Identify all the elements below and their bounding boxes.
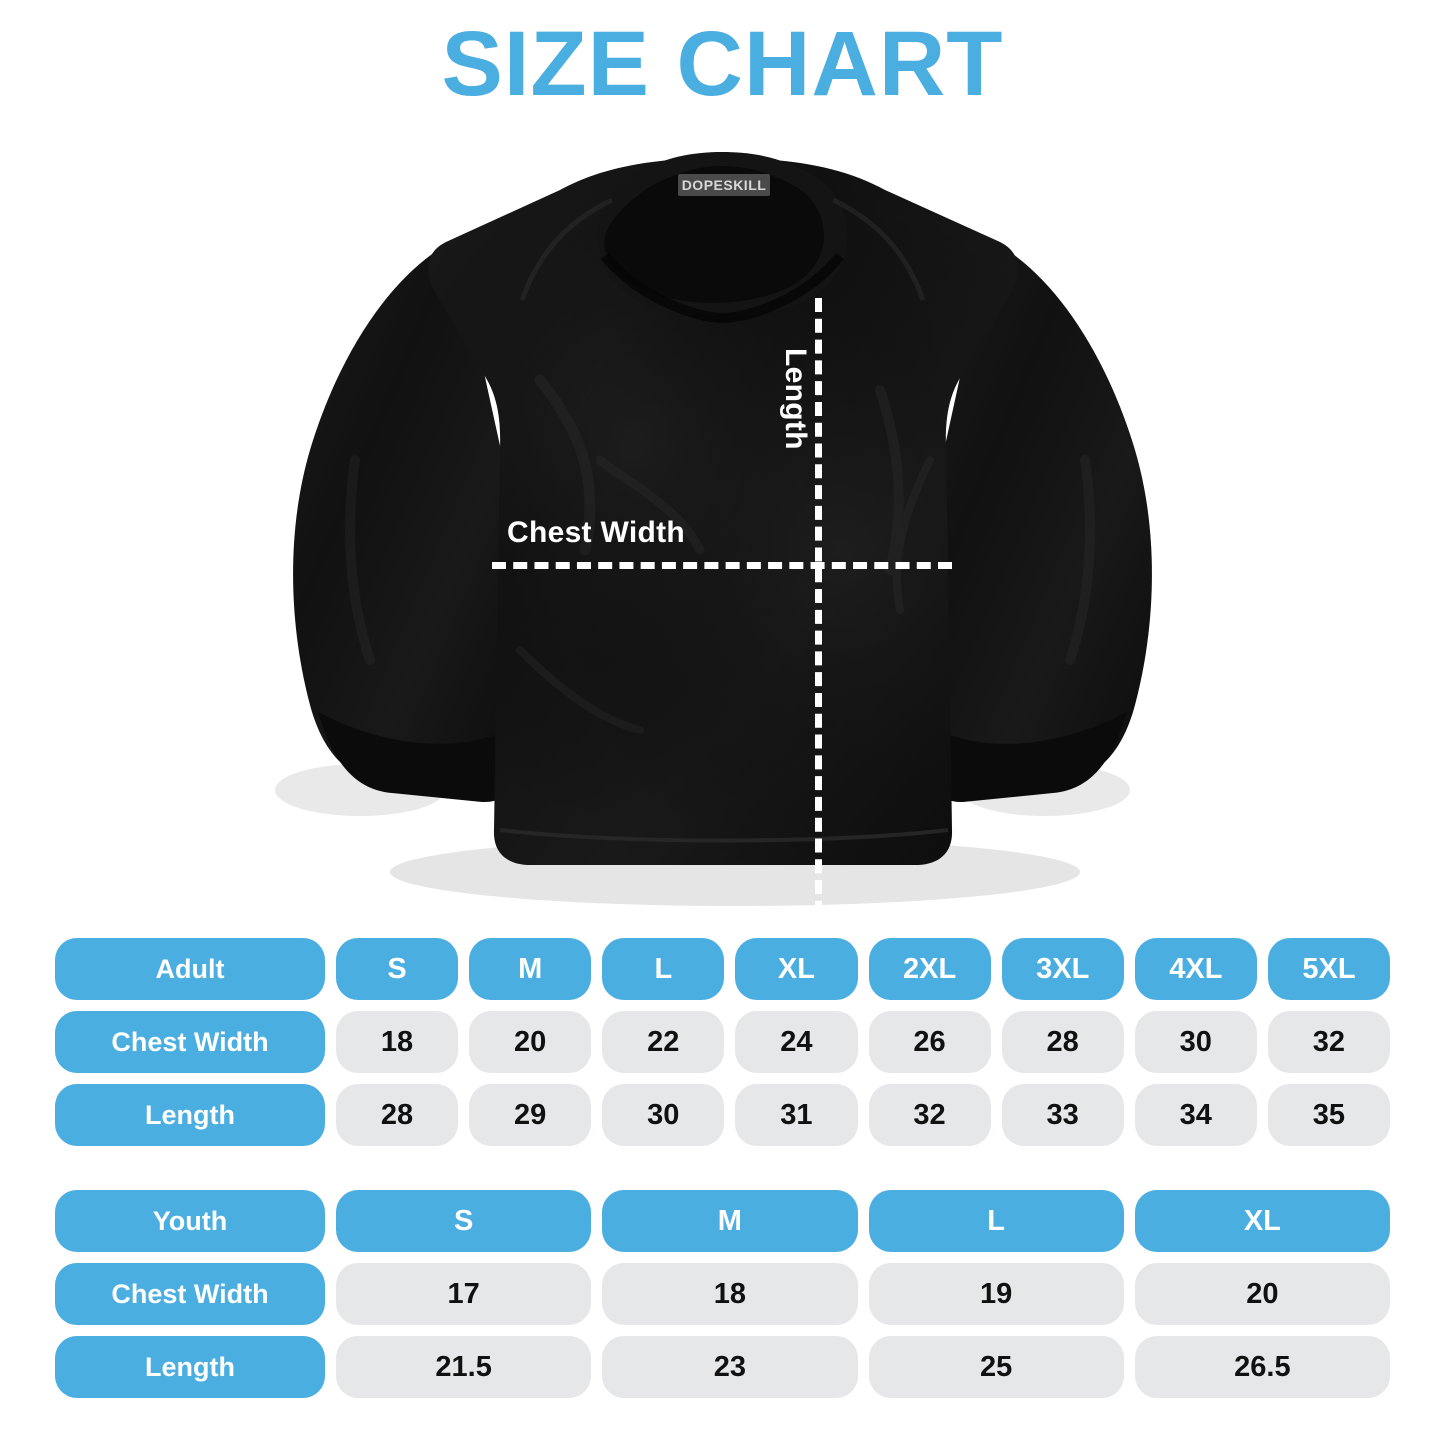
youth-chest-width-m: 18 <box>602 1263 858 1325</box>
adult-size-header-xl: XL <box>735 938 858 1000</box>
youth-size-table: Youth S M L XL Chest Width 17 18 19 20 L… <box>55 1190 1390 1398</box>
adult-length-row: Length 28 29 30 31 32 33 34 35 <box>55 1084 1390 1146</box>
adult-size-header-l: L <box>602 938 725 1000</box>
youth-length-xl: 26.5 <box>1134 1336 1390 1398</box>
adult-length-5xl: 35 <box>1267 1084 1390 1146</box>
adult-length-label: Length <box>55 1084 325 1146</box>
adult-chest-width-2xl: 26 <box>868 1011 991 1073</box>
youth-length-row: Length 21.5 23 25 26.5 <box>55 1336 1390 1398</box>
youth-length-label: Length <box>55 1336 325 1398</box>
adult-size-table: Adult S M L XL 2XL 3XL 4XL 5XL Chest Wid… <box>55 938 1390 1146</box>
adult-size-header-m: M <box>469 938 592 1000</box>
youth-size-header-s: S <box>336 1190 592 1252</box>
adult-length-2xl: 32 <box>868 1084 991 1146</box>
youth-length-s: 21.5 <box>336 1336 592 1398</box>
page-title: SIZE CHART <box>441 13 1004 115</box>
youth-chest-width-xl: 20 <box>1134 1263 1390 1325</box>
youth-header-row: Youth S M L XL <box>55 1190 1390 1252</box>
adult-length-s: 28 <box>336 1084 459 1146</box>
adult-chest-width-label: Chest Width <box>55 1011 325 1073</box>
adult-chest-width-5xl: 32 <box>1267 1011 1390 1073</box>
youth-table-title: Youth <box>55 1190 325 1252</box>
youth-size-header-xl: XL <box>1134 1190 1390 1252</box>
adult-chest-width-4xl: 30 <box>1134 1011 1257 1073</box>
adult-size-header-2xl: 2XL <box>868 938 991 1000</box>
adult-length-l: 30 <box>602 1084 725 1146</box>
youth-length-l: 25 <box>868 1336 1124 1398</box>
garment-illustration: DOPESKILL Chest Width Length <box>0 130 1445 998</box>
length-dashed-line <box>815 298 822 998</box>
adult-size-header-4xl: 4XL <box>1134 938 1257 1000</box>
adult-chest-width-s: 18 <box>336 1011 459 1073</box>
adult-length-3xl: 33 <box>1001 1084 1124 1146</box>
adult-chest-width-l: 22 <box>602 1011 725 1073</box>
adult-size-header-5xl: 5XL <box>1267 938 1390 1000</box>
adult-chest-width-xl: 24 <box>735 1011 858 1073</box>
adult-chest-width-row: Chest Width 18 20 22 24 26 28 30 32 <box>55 1011 1390 1073</box>
adult-length-xl: 31 <box>735 1084 858 1146</box>
youth-chest-width-label: Chest Width <box>55 1263 325 1325</box>
youth-length-m: 23 <box>602 1336 858 1398</box>
youth-chest-width-row: Chest Width 17 18 19 20 <box>55 1263 1390 1325</box>
brand-neck-label: DOPESKILL <box>678 174 770 196</box>
adult-chest-width-m: 20 <box>469 1011 592 1073</box>
youth-chest-width-s: 17 <box>336 1263 592 1325</box>
adult-length-4xl: 34 <box>1134 1084 1257 1146</box>
youth-size-header-l: L <box>868 1190 1124 1252</box>
chest-width-dashed-line <box>492 562 952 569</box>
youth-chest-width-l: 19 <box>868 1263 1124 1325</box>
adult-table-title: Adult <box>55 938 325 1000</box>
svg-text:DOPESKILL: DOPESKILL <box>682 177 767 193</box>
adult-chest-width-3xl: 28 <box>1001 1011 1124 1073</box>
youth-size-header-m: M <box>602 1190 858 1252</box>
adult-length-m: 29 <box>469 1084 592 1146</box>
adult-header-row: Adult S M L XL 2XL 3XL 4XL 5XL <box>55 938 1390 1000</box>
adult-size-header-3xl: 3XL <box>1001 938 1124 1000</box>
long-sleeve-shirt-icon: DOPESKILL <box>275 152 1152 906</box>
adult-size-header-s: S <box>336 938 459 1000</box>
